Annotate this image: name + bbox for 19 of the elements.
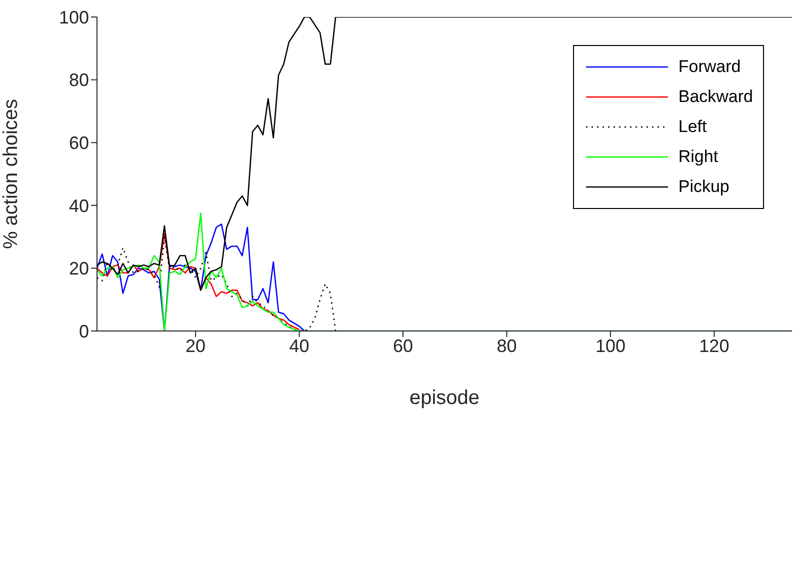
legend-label: Pickup bbox=[678, 177, 730, 197]
x-tick-label: 100 bbox=[595, 336, 626, 356]
x-tick-label: 20 bbox=[186, 336, 206, 356]
y-tick-label: 40 bbox=[68, 196, 89, 216]
legend-label: Right bbox=[678, 147, 718, 167]
x-axis-title: episode bbox=[409, 387, 480, 409]
y-tick-label: 100 bbox=[58, 7, 89, 28]
legend-label: Backward bbox=[678, 87, 753, 107]
y-tick-label: 80 bbox=[68, 70, 89, 90]
x-tick-label: 80 bbox=[496, 336, 517, 356]
y-axis-title: % action choices bbox=[0, 98, 22, 250]
x-tick-label: 40 bbox=[289, 336, 310, 356]
x-tick-label: 120 bbox=[699, 336, 730, 356]
y-tick-label: 60 bbox=[68, 132, 89, 153]
y-tick-label: 20 bbox=[68, 258, 89, 279]
x-tick-label: 60 bbox=[392, 336, 414, 356]
legend-label: Forward bbox=[678, 57, 741, 77]
y-tick-label: 0 bbox=[78, 321, 89, 342]
legend-label: Left bbox=[678, 117, 707, 137]
